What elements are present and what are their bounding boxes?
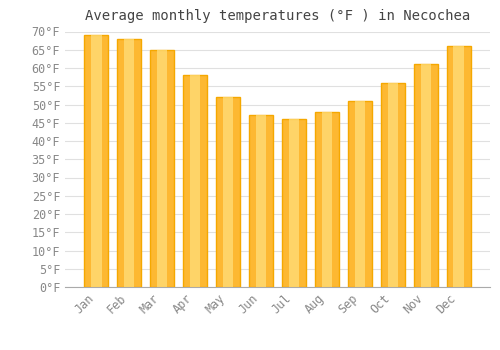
Bar: [282, 119, 306, 287]
Bar: [124, 39, 134, 287]
Bar: [388, 83, 398, 287]
Bar: [216, 97, 240, 287]
Bar: [447, 46, 470, 287]
Bar: [91, 35, 102, 287]
Bar: [420, 64, 431, 287]
Bar: [190, 75, 200, 287]
Bar: [249, 116, 273, 287]
Bar: [288, 119, 300, 287]
Bar: [354, 101, 366, 287]
Title: Average monthly temperatures (°F ) in Necochea: Average monthly temperatures (°F ) in Ne…: [85, 9, 470, 23]
Bar: [183, 75, 207, 287]
Bar: [454, 46, 464, 287]
Bar: [157, 50, 168, 287]
Bar: [381, 83, 404, 287]
Bar: [150, 50, 174, 287]
Bar: [315, 112, 339, 287]
Bar: [414, 64, 438, 287]
Bar: [222, 97, 234, 287]
Bar: [256, 116, 266, 287]
Bar: [322, 112, 332, 287]
Bar: [348, 101, 372, 287]
Bar: [118, 39, 141, 287]
Bar: [84, 35, 108, 287]
